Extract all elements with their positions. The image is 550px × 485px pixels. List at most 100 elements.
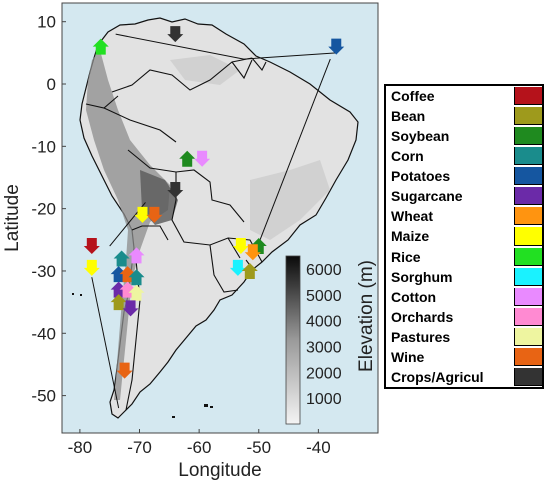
legend-item: Crops/Agricul	[386, 367, 542, 387]
y-tick-label: -30	[31, 262, 56, 281]
crop-legend: Coffee Bean Soybean Corn Potatoes Sugarcane Wh…	[384, 84, 544, 389]
legend-item-label: Wheat	[391, 208, 433, 225]
x-tick-label: -70	[127, 438, 152, 457]
sugarcane-arrow-marker	[122, 300, 139, 317]
legend-color-swatch	[514, 267, 542, 286]
y-axis-title: Latitude	[2, 184, 23, 252]
legend-item: Wheat	[386, 206, 542, 226]
cotton-arrow-marker	[128, 247, 145, 264]
sorghum-arrow-marker	[229, 259, 246, 276]
pastures-arrow-marker	[128, 284, 145, 301]
colorbar-tick-label: 2000	[306, 365, 342, 382]
legend-item: Orchards	[386, 307, 542, 327]
legend-item: Potatoes	[386, 166, 542, 186]
country-borders	[85, 57, 267, 411]
y-tick-label: -20	[31, 200, 56, 219]
corn-arrow-marker	[128, 269, 145, 286]
corn-arrow-marker	[113, 250, 130, 267]
legend-color-swatch	[514, 227, 542, 246]
maize-arrow-marker	[232, 238, 249, 255]
colorbar-tick-label: 3000	[306, 339, 342, 356]
legend-item-label: Cotton	[391, 288, 437, 305]
y-tick-label: 10	[37, 13, 56, 32]
colorbar-tick-label: 4000	[306, 314, 342, 331]
legend-color-swatch	[514, 107, 542, 126]
rice-arrow-marker	[92, 38, 109, 55]
legend-item: Wine	[386, 347, 542, 367]
bean-arrow-marker	[110, 294, 127, 311]
legend-item-label: Sugarcane	[391, 188, 463, 205]
wine-arrow-marker	[116, 362, 133, 379]
legend-color-swatch	[514, 247, 542, 266]
x-tick-label: -40	[306, 438, 331, 457]
crops-agricul-arrow-marker	[167, 26, 184, 43]
y-tick-label: -40	[31, 324, 56, 343]
legend-color-swatch	[514, 87, 542, 106]
legend-item-label: Orchards	[391, 308, 454, 325]
x-tick-label: -60	[187, 438, 212, 457]
colorbar-tick-label: 5000	[306, 288, 342, 305]
legend-color-swatch	[514, 327, 542, 346]
legend-item: Rice	[386, 247, 542, 267]
legend-color-swatch	[514, 167, 542, 186]
colorbar-tick-label: 6000	[306, 262, 342, 279]
legend-color-swatch	[514, 367, 542, 386]
legend-item-label: Pastures	[391, 328, 451, 345]
legend-color-swatch	[514, 127, 542, 146]
legend-item: Soybean	[386, 126, 542, 146]
colorbar-ticks: 6000 5000 4000 3000 2000 1000	[306, 262, 342, 408]
legend-color-swatch	[514, 147, 542, 166]
legend-item: Bean	[386, 106, 542, 126]
legend-item-label: Coffee	[391, 88, 435, 104]
x-axis-title: Longitude	[178, 460, 261, 481]
wheat-arrow-marker	[244, 244, 261, 261]
legend-color-swatch	[514, 287, 542, 306]
legend-color-swatch	[514, 187, 542, 206]
legend-item-label: Crops/Agricul	[391, 368, 484, 385]
y-axis-ticks: 10 0 -10 -20 -30 -40 -50	[31, 13, 66, 406]
y-tick-label: -10	[31, 137, 56, 156]
wine-arrow-marker	[146, 206, 163, 223]
maize-arrow-marker	[134, 206, 151, 223]
brazilian-highlands	[250, 160, 330, 240]
leader-line	[115, 33, 337, 60]
legend-item-label: Corn	[391, 148, 424, 165]
guiana-highlands	[170, 55, 240, 85]
legend-item-label: Bean	[391, 108, 426, 125]
legend-item-label: Sorghum	[391, 268, 453, 285]
andes-highlands	[86, 50, 170, 400]
legend-item: Cotton	[386, 287, 542, 307]
leader-line	[252, 58, 331, 259]
colorbar-label: Elevation (m)	[356, 260, 377, 372]
x-tick-label: -50	[246, 438, 271, 457]
legend-color-swatch	[514, 207, 542, 226]
legend-item-label: Soybean	[391, 128, 450, 145]
legend-item: Sorghum	[386, 267, 542, 287]
legend-item: Coffee	[386, 86, 542, 106]
legend-item: Sugarcane	[386, 186, 542, 206]
legend-item-label: Potatoes	[391, 168, 451, 185]
legend-item: Corn	[386, 146, 542, 166]
potatoes-arrow-marker	[328, 38, 345, 55]
coffee-arrow-marker	[83, 238, 100, 255]
bean-arrow-marker	[241, 262, 258, 279]
soybean-arrow-marker	[179, 150, 196, 167]
crop-markers	[83, 26, 345, 379]
legend-item-label: Rice	[391, 248, 421, 265]
y-tick-label: 0	[47, 75, 56, 94]
legend-item: Maize	[386, 226, 542, 246]
legend-color-swatch	[514, 347, 542, 366]
legend-color-swatch	[514, 307, 542, 326]
x-axis-ticks: -80 -70 -60 -50 -40	[68, 429, 331, 457]
islands	[72, 293, 213, 418]
crops-agricul-arrow-marker	[167, 181, 184, 198]
cotton-arrow-marker	[194, 150, 211, 167]
leader-line	[91, 277, 120, 409]
leader-lines	[91, 33, 337, 409]
y-tick-label: -50	[31, 387, 56, 406]
elevation-colorbar	[285, 255, 301, 425]
legend-item-label: Wine	[391, 348, 425, 365]
legend-item-label: Maize	[391, 228, 430, 245]
map-axes-frame	[61, 2, 379, 434]
